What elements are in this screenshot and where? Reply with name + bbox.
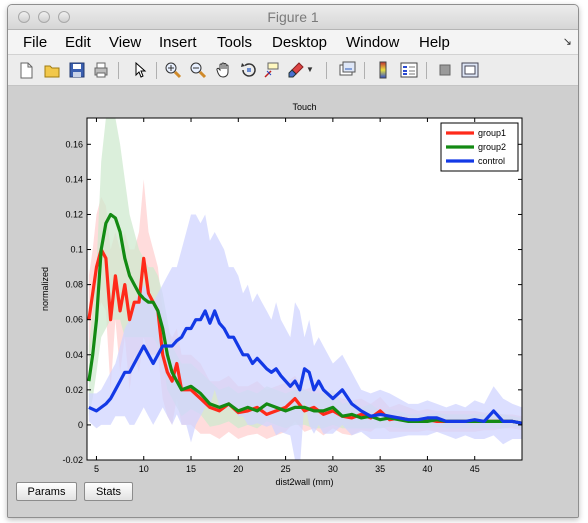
- legend[interactable]: group1 group2 control: [440, 122, 519, 172]
- zoom-window-icon[interactable]: [58, 11, 70, 23]
- x-tick-label: 5: [94, 464, 99, 474]
- new-figure-icon[interactable]: [17, 61, 35, 79]
- params-button[interactable]: Params: [16, 482, 77, 501]
- band-control: [88, 214, 522, 460]
- window-title: Figure 1: [267, 9, 319, 25]
- menu-help[interactable]: Help: [419, 34, 450, 51]
- x-tick-label: 45: [470, 464, 480, 474]
- menu-desktop[interactable]: Desktop: [272, 34, 328, 51]
- menu-view[interactable]: View: [109, 34, 142, 51]
- rotate-3d-icon[interactable]: [240, 61, 258, 79]
- y-tick-label: 0.12: [65, 209, 83, 219]
- toolbar-separator: [326, 62, 327, 79]
- y-tick-label: 0.1: [70, 245, 83, 255]
- link-plot-icon[interactable]: [338, 61, 356, 79]
- menu-tools[interactable]: Tools: [217, 34, 253, 51]
- x-tick-label: 20: [233, 464, 243, 474]
- x-tick-label: 30: [328, 464, 338, 474]
- toolbar-separator: [156, 62, 157, 79]
- print-icon[interactable]: [92, 61, 110, 79]
- y-tick-label: 0.06: [65, 315, 83, 325]
- hide-plot-tools-icon[interactable]: [436, 61, 454, 79]
- stats-button[interactable]: Stats: [84, 482, 133, 501]
- zoom-out-icon[interactable]: [189, 61, 207, 79]
- pan-hand-icon[interactable]: [215, 61, 233, 79]
- y-tick-label: -0.02: [62, 455, 83, 465]
- show-plot-tools-icon[interactable]: [461, 61, 479, 79]
- figure-canvas: 5 10 15 20 25 30 35 40 45 -0.02 0 0.02 0.04 0.06 0.08 0…: [8, 86, 578, 517]
- y-tick-label: 0.08: [65, 280, 83, 290]
- toolbar-separator: [426, 62, 427, 79]
- data-cursor-icon[interactable]: [263, 61, 281, 79]
- menu-bar: File Edit View Insert Tools Desktop Wind…: [8, 30, 578, 55]
- legend-label-group2: group2: [478, 142, 506, 152]
- brush-icon[interactable]: [287, 61, 305, 79]
- x-tick-label: 40: [422, 464, 432, 474]
- series-line-group2[interactable]: [87, 212, 522, 425]
- zoom-in-icon[interactable]: [164, 61, 182, 79]
- menu-edit[interactable]: Edit: [65, 34, 91, 51]
- menu-insert[interactable]: Insert: [159, 34, 197, 51]
- x-axis-label: dist2wall (mm): [275, 477, 333, 487]
- figure-window: Figure 1 File Edit View Insert Tools Des…: [7, 4, 579, 518]
- y-tick-label: 0: [78, 420, 83, 430]
- y-axis-label: normalized: [40, 267, 50, 311]
- open-file-icon[interactable]: [43, 61, 61, 79]
- x-tick-label: 15: [186, 464, 196, 474]
- y-tick-label: 0.02: [65, 385, 83, 395]
- figure-toolbar: ▼: [8, 55, 578, 86]
- menu-window[interactable]: Window: [346, 34, 400, 51]
- toolbar-separator: [118, 62, 119, 79]
- menu-file[interactable]: File: [23, 34, 48, 51]
- save-icon[interactable]: [68, 61, 86, 79]
- brush-dropdown-icon[interactable]: ▼: [306, 65, 314, 74]
- x-tick-label: 10: [139, 464, 149, 474]
- toolbar-separator: [364, 62, 365, 79]
- x-tick-label: 25: [281, 464, 291, 474]
- pointer-icon[interactable]: [131, 61, 149, 79]
- colorbar-icon[interactable]: [374, 61, 392, 79]
- legend-icon[interactable]: [400, 61, 418, 79]
- chart-svg[interactable]: 5 10 15 20 25 30 35 40 45 -0.02 0 0.02 0.04 0.06 0.08 0…: [8, 86, 578, 517]
- y-tick-label: 0.04: [65, 350, 83, 360]
- plot-frame: [86, 117, 523, 461]
- corner-arrow-icon[interactable]: ↘: [562, 36, 572, 48]
- title-bar[interactable]: Figure 1: [8, 5, 578, 30]
- minimize-window-icon[interactable]: [38, 11, 50, 23]
- legend-label-group1: group1: [478, 128, 506, 138]
- chart-title: Touch: [292, 102, 316, 112]
- y-tick-label: 0.16: [65, 139, 83, 149]
- y-tick-label: 0.14: [65, 174, 83, 184]
- series-line-control[interactable]: [88, 309, 522, 425]
- close-window-icon[interactable]: [18, 11, 30, 23]
- legend-label-control: control: [478, 156, 505, 166]
- x-tick-label: 35: [375, 464, 385, 474]
